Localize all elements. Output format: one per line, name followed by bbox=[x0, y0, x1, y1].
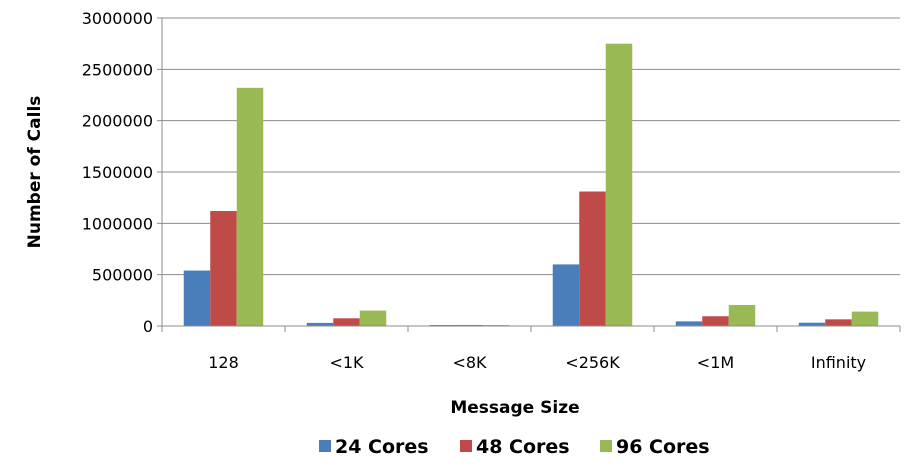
legend-label: 96 Cores bbox=[616, 436, 710, 458]
x-tick-label: <1K bbox=[329, 353, 364, 372]
bar bbox=[605, 43, 633, 327]
bars bbox=[183, 43, 879, 327]
legend-swatch bbox=[460, 440, 472, 452]
bar bbox=[552, 264, 580, 326]
bar bbox=[236, 87, 264, 327]
x-tick-label: 128 bbox=[208, 353, 239, 372]
bar bbox=[851, 311, 879, 326]
y-tick-label: 2500000 bbox=[82, 60, 153, 79]
bar bbox=[675, 321, 703, 326]
bar bbox=[728, 304, 756, 326]
legend-label: 24 Cores bbox=[335, 436, 429, 458]
gridlines bbox=[162, 17, 900, 276]
bar bbox=[359, 310, 387, 326]
x-tick-label: <256K bbox=[565, 353, 620, 372]
legend-label: 48 Cores bbox=[476, 436, 570, 458]
legend: 24 Cores 48 Cores 96 Cores bbox=[319, 436, 710, 458]
bar bbox=[183, 270, 211, 326]
bar bbox=[306, 322, 334, 326]
y-tick-label: 1000000 bbox=[82, 214, 153, 233]
bar bbox=[482, 324, 510, 326]
bar bbox=[210, 211, 237, 326]
x-tick-label: <8K bbox=[452, 353, 487, 372]
bar bbox=[825, 319, 852, 326]
y-tick-label: 1500000 bbox=[82, 163, 153, 182]
x-tick-label: <1M bbox=[697, 353, 734, 372]
y-tick-label: 500000 bbox=[92, 266, 153, 285]
bar bbox=[702, 316, 729, 326]
legend-swatch bbox=[600, 440, 612, 452]
bar bbox=[456, 324, 483, 326]
y-tick-label: 0 bbox=[143, 317, 153, 336]
y-tick-label: 3000000 bbox=[82, 9, 153, 28]
y-axis-title: Number of Calls bbox=[25, 96, 45, 249]
bar bbox=[579, 191, 606, 326]
y-tick-label: 2000000 bbox=[82, 112, 153, 131]
x-axis-title: Message Size bbox=[450, 398, 579, 418]
bar bbox=[798, 322, 826, 326]
axes bbox=[157, 17, 901, 332]
legend-swatch bbox=[319, 440, 331, 452]
bar bbox=[333, 318, 360, 326]
tick-labels: 0 500000 1000000 1500000 2000000 2500000 30000… bbox=[82, 9, 866, 372]
x-tick-label: Infinity bbox=[811, 353, 866, 372]
